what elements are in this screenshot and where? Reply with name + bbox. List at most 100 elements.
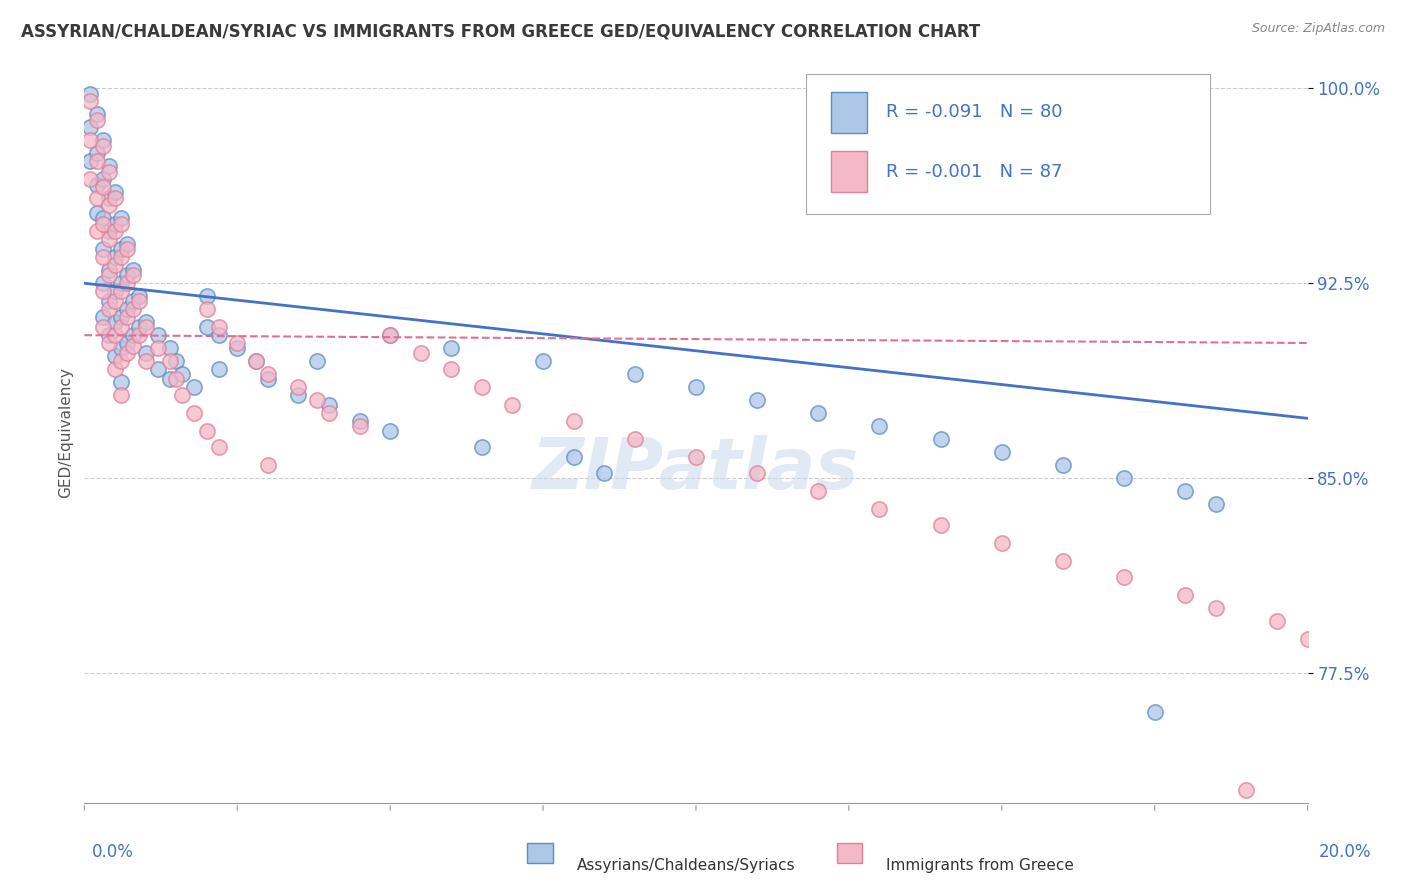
Point [1114, 570, 1136, 584]
Point [86, 146, 108, 161]
Point [86, 190, 108, 204]
Point [110, 211, 132, 226]
Point [128, 289, 150, 303]
Point [135, 320, 157, 334]
Point [245, 354, 267, 368]
Point [91, 217, 114, 231]
Point [287, 380, 309, 394]
Point [165, 354, 187, 368]
Point [97, 159, 120, 173]
Point [380, 328, 402, 343]
Point [104, 362, 127, 376]
Point [195, 425, 218, 439]
Point [747, 466, 769, 480]
Y-axis label: GED/Equivalency: GED/Equivalency [58, 368, 73, 498]
Point [593, 466, 616, 480]
Point [1265, 614, 1288, 628]
Point [146, 328, 169, 343]
Point [531, 354, 554, 368]
Point [305, 393, 328, 408]
Point [91, 133, 114, 147]
Text: Immigrants from Greece: Immigrants from Greece [886, 858, 1074, 873]
Point [1296, 809, 1319, 823]
Point [502, 398, 524, 412]
Point [104, 315, 127, 329]
Text: ZIPatlas: ZIPatlas [533, 435, 859, 504]
Point [165, 372, 187, 386]
Point [380, 425, 402, 439]
FancyBboxPatch shape [831, 92, 868, 133]
Point [257, 458, 280, 472]
Point [104, 349, 127, 363]
Point [122, 263, 145, 277]
Point [869, 419, 891, 434]
Point [115, 243, 138, 257]
Point [79, 95, 101, 109]
Point [97, 294, 120, 309]
Point [97, 263, 120, 277]
Point [122, 294, 145, 309]
Point [104, 217, 127, 231]
Point [110, 217, 132, 231]
Point [79, 87, 101, 101]
Point [146, 362, 169, 376]
Point [79, 172, 101, 186]
Point [226, 336, 249, 351]
Point [86, 112, 108, 127]
Point [146, 341, 169, 355]
Point [183, 380, 205, 394]
Point [1296, 632, 1319, 647]
Point [79, 120, 101, 135]
Text: 20.0%: 20.0% [1319, 843, 1371, 861]
FancyBboxPatch shape [831, 152, 868, 192]
Point [91, 243, 114, 257]
Point [97, 302, 120, 317]
Point [257, 372, 280, 386]
Point [91, 320, 114, 334]
Point [929, 517, 952, 532]
Point [195, 289, 218, 303]
Point [159, 354, 181, 368]
Point [104, 190, 127, 204]
Point [115, 277, 138, 291]
Point [1052, 554, 1074, 568]
Point [97, 198, 120, 212]
Point [104, 186, 127, 200]
Point [122, 328, 145, 343]
Point [245, 354, 267, 368]
Point [110, 375, 132, 389]
Point [195, 302, 218, 317]
Point [1174, 484, 1197, 499]
Point [929, 432, 952, 446]
Point [86, 178, 108, 192]
FancyBboxPatch shape [806, 73, 1209, 214]
Point [115, 237, 138, 252]
Point [110, 277, 132, 291]
Text: Assyrians/Chaldeans/Syriacs: Assyrians/Chaldeans/Syriacs [576, 858, 794, 873]
Point [685, 380, 707, 394]
Point [380, 328, 402, 343]
Point [110, 388, 132, 402]
Point [159, 341, 181, 355]
Point [1205, 497, 1227, 511]
Point [110, 320, 132, 334]
Point [115, 336, 138, 351]
Point [110, 341, 132, 355]
Point [208, 362, 231, 376]
Point [305, 354, 328, 368]
Point [104, 328, 127, 343]
Point [991, 536, 1014, 550]
Text: Source: ZipAtlas.com: Source: ZipAtlas.com [1251, 22, 1385, 36]
Point [91, 277, 114, 291]
Point [624, 367, 647, 381]
Point [471, 440, 494, 454]
Point [1205, 601, 1227, 615]
Point [97, 224, 120, 238]
Point [97, 232, 120, 246]
Point [349, 419, 371, 434]
Point [183, 406, 205, 420]
Point [86, 107, 108, 121]
Point [79, 133, 101, 147]
Point [79, 154, 101, 169]
Point [128, 328, 150, 343]
